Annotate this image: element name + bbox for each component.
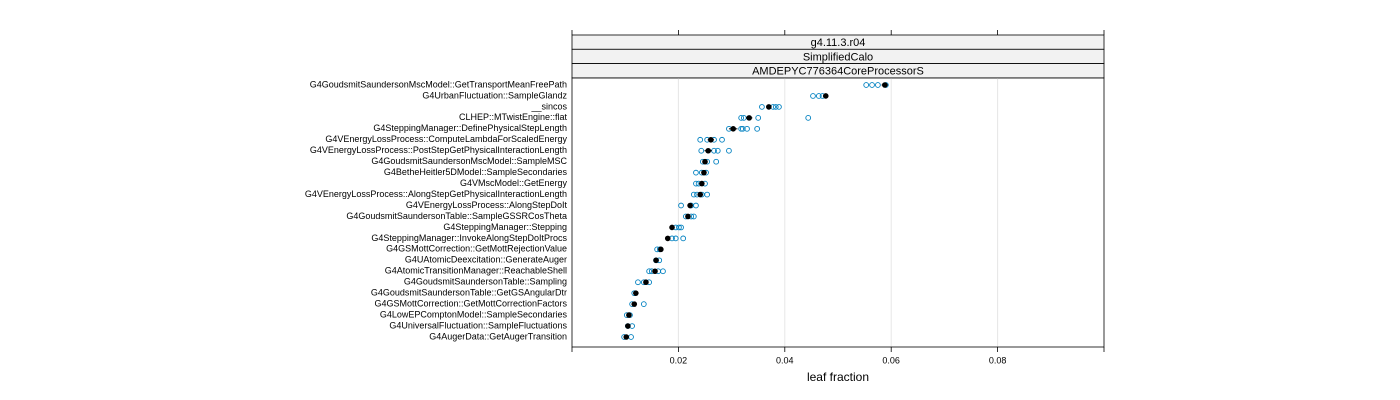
y-tick-label: G4SteppingManager::DefinePhysicalStepLen… [373, 123, 567, 133]
y-tick-label: G4VEnergyLossProcess::AlongStepGetPhysic… [305, 189, 567, 199]
sample-point [744, 125, 750, 132]
sample-point [698, 147, 705, 154]
mean-point [708, 136, 714, 143]
sample-point [714, 147, 721, 154]
sample-point [690, 213, 697, 220]
y-tick-label: G4VEnergyLossProcess::AlongStepDoIt [406, 200, 568, 210]
sample-point [704, 191, 710, 198]
sample-point [772, 104, 779, 110]
sample-point [754, 125, 760, 132]
sample-point [678, 224, 684, 231]
mean-point [699, 180, 705, 187]
mean-point [623, 334, 630, 340]
y-tick-label: G4GSMottCorrection::GetMottCorrectionFac… [374, 299, 567, 309]
y-tick-label: G4GoudsmitSaundersonMscModel::GetTranspo… [310, 79, 567, 89]
sample-point [875, 82, 881, 88]
y-tick-label: __sincos [530, 101, 567, 111]
mean-point [882, 82, 888, 88]
y-tick-label: G4SteppingManager::Stepping [443, 222, 567, 232]
sample-point [739, 125, 746, 132]
y-tick-label: CLHEP::MTwistEngine::flat [459, 112, 568, 122]
y-tick-label: G4VMscModel::GetEnergy [460, 178, 568, 188]
plot-frame [571, 77, 1105, 348]
strip-label: g4.11.3.r04 [811, 37, 866, 49]
mean-point [633, 290, 639, 296]
sample-point [776, 104, 782, 110]
y-tick-label: G4LowEPComptonModel::SampleSecondaries [380, 309, 568, 319]
mean-point [766, 104, 772, 110]
y-tick-label: G4GoudsmitSaundersonMscModel::SampleMSC [371, 156, 567, 166]
y-tick-label: G4BetheHeitler5DModel::SampleSecondaries [384, 167, 568, 177]
mean-point [687, 202, 693, 209]
y-tick-label: G4UAtomicDeexcitation::GenerateAuger [405, 255, 567, 265]
sample-point [693, 180, 699, 187]
sample-point [815, 93, 822, 99]
sample-point [697, 136, 704, 143]
y-tick-label: G4AtomicTransitionManager::ReachableShel… [385, 266, 567, 276]
mean-point [625, 323, 631, 329]
sample-point [759, 104, 765, 110]
sample-point [810, 93, 816, 99]
x-tick-label: 0.06 [882, 355, 900, 365]
sample-point [640, 301, 647, 307]
sample-point [628, 334, 634, 340]
sample-point [646, 268, 652, 275]
y-tick-label: G4GoudsmitSaundersonTable::Sampling [404, 277, 567, 287]
mean-point [701, 169, 707, 176]
y-tick-label: G4GoudsmitSaundersonTable::GetGSAngularD… [371, 288, 567, 298]
y-tick-label: G4UniversalFluctuation::SampleFluctuatio… [389, 320, 567, 330]
x-tick-label: 0.08 [989, 355, 1007, 365]
sample-point [869, 82, 875, 88]
sample-point [755, 115, 762, 121]
mean-point [652, 268, 658, 275]
mean-point [658, 246, 664, 253]
mean-point [730, 126, 736, 132]
sample-point [738, 115, 745, 121]
mean-point [669, 224, 675, 231]
sample-point [738, 125, 745, 132]
sample-point [678, 202, 684, 209]
strip-label: AMDEPYC776364CoreProcessorS [752, 66, 924, 78]
strip-label: SimplifiedCalo [803, 51, 873, 63]
x-axis-title: leaf fraction [807, 370, 869, 384]
sample-point [805, 115, 812, 121]
mean-point [702, 158, 708, 165]
mean-point [697, 191, 704, 198]
mean-point [653, 257, 659, 264]
mean-point [626, 312, 632, 318]
sample-point [690, 191, 697, 198]
x-tick-label: 0.04 [776, 355, 794, 365]
sample-point [863, 82, 870, 88]
sample-point [713, 158, 720, 165]
sample-point [676, 224, 682, 231]
mean-point [705, 147, 711, 154]
y-tick-label: G4SteppingManager::InvokeAlongStepDoItPr… [371, 233, 567, 243]
sample-point [660, 268, 666, 275]
sample-point [726, 147, 732, 154]
y-tick-label: G4AugerData::GetAugerTransition [429, 331, 567, 341]
mean-point [631, 301, 638, 307]
sample-point [680, 235, 687, 242]
mean-point [822, 93, 829, 99]
sample-point [672, 235, 679, 242]
y-tick-label: G4VEnergyLossProcess::ComputeLambdaForSc… [325, 134, 567, 144]
y-tick-label: G4GSMottCorrection::GetMottRejectionValu… [386, 244, 567, 254]
sample-point [635, 279, 641, 286]
sample-point [693, 202, 699, 209]
mean-point [643, 279, 649, 286]
y-tick-label: G4UrbanFluctuation::SampleGlandz [422, 90, 567, 100]
y-tick-label: G4GoudsmitSaundersonTable::SampleGSSRCos… [346, 211, 567, 221]
sample-point [719, 136, 725, 143]
mean-point [746, 115, 752, 121]
mean-point [664, 235, 671, 242]
mean-point [685, 213, 691, 220]
x-tick-label: 0.02 [670, 355, 688, 365]
sample-point [693, 169, 699, 176]
y-tick-label: G4VEnergyLossProcess::PostStepGetPhysica… [310, 145, 567, 155]
